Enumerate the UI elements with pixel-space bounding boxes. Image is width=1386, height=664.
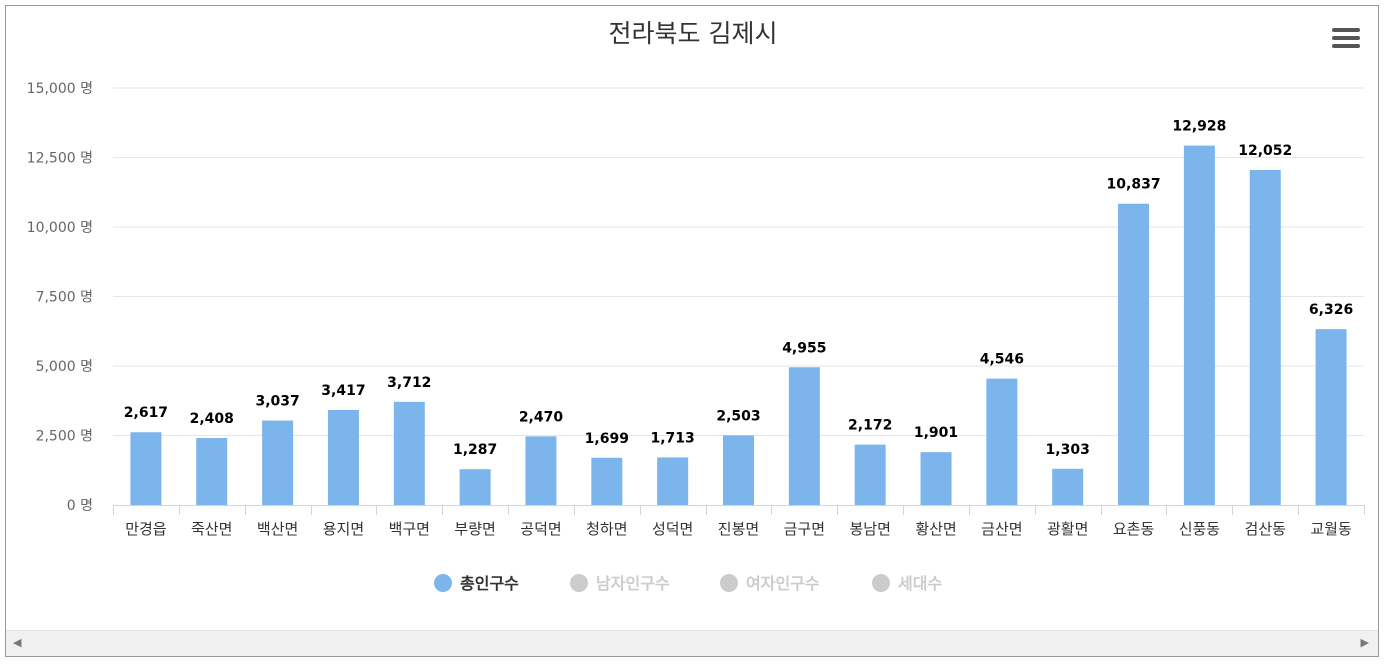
bar-chart: 전라북도 김제시 0 명 2,500 명 5,000 명 7,500 명 10,000 명…: [27, 19, 1365, 593]
x-tick-label: 용지면: [323, 520, 364, 538]
legend-marker[interactable]: [872, 574, 890, 592]
bar: [459, 469, 491, 505]
x-tick-label: 성덕면: [652, 520, 693, 538]
data-label: 4,955: [782, 340, 826, 356]
data-label: 3,712: [387, 375, 431, 391]
horizontal-scrollbar[interactable]: ◀ ▶: [6, 630, 1378, 656]
bar: [1249, 169, 1281, 505]
chart-title: 전라북도 김제시: [609, 19, 778, 48]
y-tick-label: 0 명: [67, 498, 93, 514]
data-label: 2,470: [519, 409, 564, 425]
legend-item-label[interactable]: 총인구수: [460, 574, 519, 593]
y-tick-label: 7,500 명: [36, 290, 93, 306]
data-label: 1,699: [585, 431, 629, 447]
scroll-right-icon[interactable]: ▶: [1360, 636, 1369, 649]
x-tick-label: 금산면: [981, 520, 1022, 538]
legend-marker[interactable]: [570, 574, 588, 592]
y-tick-label: 5,000 명: [36, 359, 93, 375]
x-tick-label: 공덕면: [520, 520, 561, 538]
y-tick-label: 10,000 명: [27, 220, 93, 236]
bar: [723, 435, 754, 505]
y-tick-label: 2,500 명: [36, 429, 93, 445]
legend-marker[interactable]: [434, 574, 452, 592]
data-label: 12,928: [1172, 119, 1226, 135]
bar: [920, 452, 952, 505]
x-tick-label: 백구면: [389, 520, 430, 538]
x-tick-label: 교월동: [1310, 520, 1352, 538]
bar: [130, 432, 162, 505]
data-label: 2,172: [848, 418, 892, 434]
bar: [525, 436, 557, 505]
x-tick-label: 황산면: [915, 520, 956, 538]
x-tick-label: 죽산면: [191, 520, 232, 538]
x-tick-label: 광활면: [1047, 520, 1088, 538]
bar: [788, 367, 820, 505]
x-tick-label: 신풍동: [1179, 520, 1221, 538]
x-tick-label: 부량면: [454, 520, 495, 538]
legend-marker[interactable]: [720, 574, 738, 592]
data-label: 3,037: [255, 394, 299, 410]
chart-container: 전라북도 김제시 0 명 2,500 명 5,000 명 7,500 명 10,000 명…: [5, 5, 1379, 657]
legend-item-label[interactable]: 세대수: [898, 574, 942, 593]
bar: [1118, 203, 1150, 506]
bar: [854, 444, 886, 505]
data-label: 1,901: [914, 425, 958, 441]
data-label: 12,052: [1238, 143, 1292, 159]
data-label: 2,503: [716, 408, 760, 424]
data-label: 1,287: [453, 442, 497, 458]
bar: [393, 401, 425, 505]
data-label: 2,617: [124, 405, 168, 421]
bar: [986, 378, 1018, 505]
legend-item-label[interactable]: 남자인구수: [596, 574, 670, 593]
bar: [327, 410, 359, 505]
x-tick-label: 백산면: [257, 520, 298, 538]
x-tick-label: 요촌동: [1113, 520, 1155, 538]
data-label: 3,417: [321, 383, 365, 399]
data-label: 1,713: [651, 430, 695, 446]
scroll-left-icon[interactable]: ◀: [13, 636, 22, 649]
bar: [262, 420, 294, 505]
data-label: 2,408: [190, 411, 234, 427]
bar: [196, 438, 228, 505]
data-label: 1,303: [1046, 442, 1090, 458]
x-tick-label: 청하면: [586, 520, 627, 538]
bar: [1052, 468, 1084, 505]
data-label: 4,546: [980, 352, 1024, 368]
bar: [657, 457, 689, 505]
x-tick-label: 봉남면: [849, 520, 890, 538]
x-tick-label: 만경읍: [125, 520, 166, 538]
x-tick-label: 진봉면: [718, 520, 759, 538]
bar: [1183, 145, 1215, 505]
data-label: 10,837: [1107, 177, 1161, 193]
y-tick-label: 12,500 명: [27, 151, 93, 167]
data-label: 6,326: [1309, 302, 1353, 318]
y-tick-label: 15,000 명: [27, 81, 93, 97]
x-tick-label: 금구면: [784, 520, 825, 538]
bar: [591, 457, 623, 505]
legend-item-label[interactable]: 여자인구수: [746, 574, 820, 593]
bar: [1315, 329, 1347, 505]
menu-icon[interactable]: [1332, 28, 1360, 54]
x-tick-label: 검산동: [1245, 520, 1287, 538]
